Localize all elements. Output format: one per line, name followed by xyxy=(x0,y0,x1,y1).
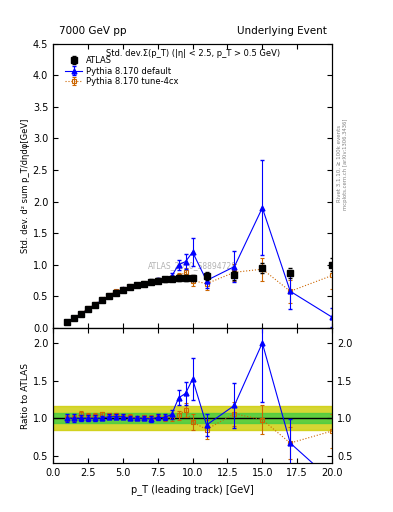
Bar xyxy=(53,413,332,423)
Legend: ATLAS, Pythia 8.170 default, Pythia 8.170 tune-4cx: ATLAS, Pythia 8.170 default, Pythia 8.17… xyxy=(63,53,181,89)
Y-axis label: Std. dev. d² sum p_T/dηdφ[GeV]: Std. dev. d² sum p_T/dηdφ[GeV] xyxy=(21,119,30,253)
Text: Std. dev.Σ(p_T) (|η| < 2.5, p_T > 0.5 GeV): Std. dev.Σ(p_T) (|η| < 2.5, p_T > 0.5 Ge… xyxy=(105,49,280,58)
Text: mcplots.cern.ch [arXiv:1306.3436]: mcplots.cern.ch [arXiv:1306.3436] xyxy=(343,118,349,209)
X-axis label: p_T (leading track) [GeV]: p_T (leading track) [GeV] xyxy=(131,484,254,495)
Y-axis label: Ratio to ATLAS: Ratio to ATLAS xyxy=(21,362,30,429)
Text: Rivet 3.1.10, ≥ 100k events: Rivet 3.1.10, ≥ 100k events xyxy=(337,125,342,202)
Text: ATLAS_2010_S8894728: ATLAS_2010_S8894728 xyxy=(148,261,237,270)
Bar xyxy=(53,406,332,430)
Text: 7000 GeV pp: 7000 GeV pp xyxy=(59,27,126,36)
Text: Underlying Event: Underlying Event xyxy=(237,27,327,36)
